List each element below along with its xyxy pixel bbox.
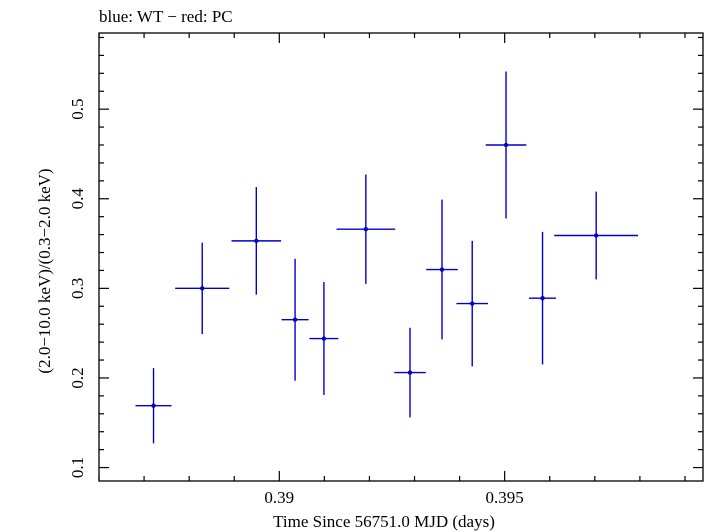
point-marker [292,317,298,322]
data-point [135,368,172,444]
point-marker [363,227,369,232]
data-point [231,187,282,295]
y-tick-label: 0.4 [68,188,87,210]
axis-tick-labels: 0.39 0.395 0.1 0.2 0.3 0.4 0.5 [68,99,524,507]
y-tick-label: 0.3 [68,278,87,299]
data-point [281,258,309,381]
point-marker [407,370,413,375]
point-marker [151,403,156,408]
x-tick-label: 0.39 [264,488,294,507]
y-tick-label: 0.5 [68,99,87,120]
point-marker [503,142,509,148]
point-marker [540,296,545,301]
y-tick-label: 0.2 [68,367,87,388]
data-point [309,282,339,395]
axis-ticks [98,33,703,481]
data-point [485,71,527,219]
point-marker [470,301,475,306]
point-marker [439,267,445,272]
y-tick-label: 0.1 [68,457,87,478]
x-tick-label: 0.395 [486,488,524,507]
data-point [175,242,230,335]
data-point [394,327,426,418]
plot-frame [98,32,704,482]
data-points [135,71,639,444]
point-marker [321,336,327,341]
y-axis-label: (2.0−10.0 keV)/(0.3−2.0 keV) [35,168,54,373]
point-marker [200,286,205,291]
data-point [529,231,557,365]
data-point [336,174,396,284]
point-marker [593,233,599,238]
point-marker [254,238,259,244]
data-point [426,199,458,340]
data-point [554,191,639,280]
data-point [456,240,488,367]
chart-title: blue: WT − red: PC [99,7,233,26]
x-axis-label: Time Since 56751.0 MJD (days) [273,512,495,531]
